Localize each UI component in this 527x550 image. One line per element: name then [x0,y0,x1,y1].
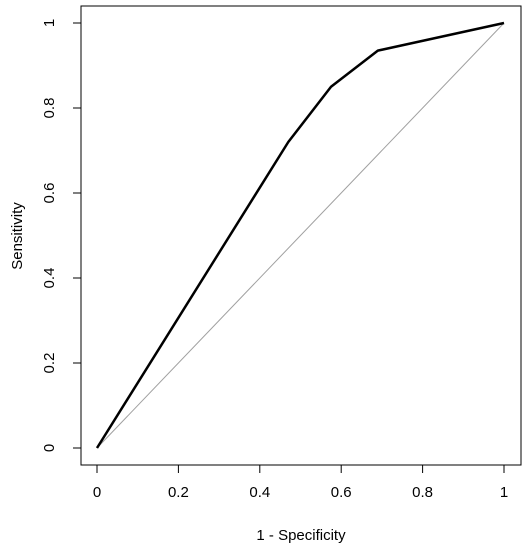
roc-curve [95,21,505,449]
x-tick-label: 0.4 [249,484,270,501]
y-tick-label: 0 [41,444,58,452]
x-tick-label: 0 [93,484,101,501]
y-axis: 0 0.2 0.4 0.6 0.8 1 [41,19,82,452]
x-tick-label: 0.8 [412,484,433,501]
x-axis-label: 1 - Specificity [256,527,346,544]
x-tick-label: 0.6 [331,484,352,501]
y-tick-label: 0.2 [41,353,58,374]
y-tick-label: 0.8 [41,98,58,119]
x-axis: 0 0.2 0.4 0.6 0.8 1 [93,464,508,501]
y-tick-label: 0.4 [41,268,58,289]
y-tick-label: 0.6 [41,183,58,204]
x-tick-label: 0.2 [168,484,189,501]
y-tick-label: 1 [41,19,58,27]
x-tick-label: 1 [500,484,508,501]
y-axis-label: Sensitivity [9,202,26,270]
reference-diagonal [96,22,505,449]
series-layer [95,21,505,449]
